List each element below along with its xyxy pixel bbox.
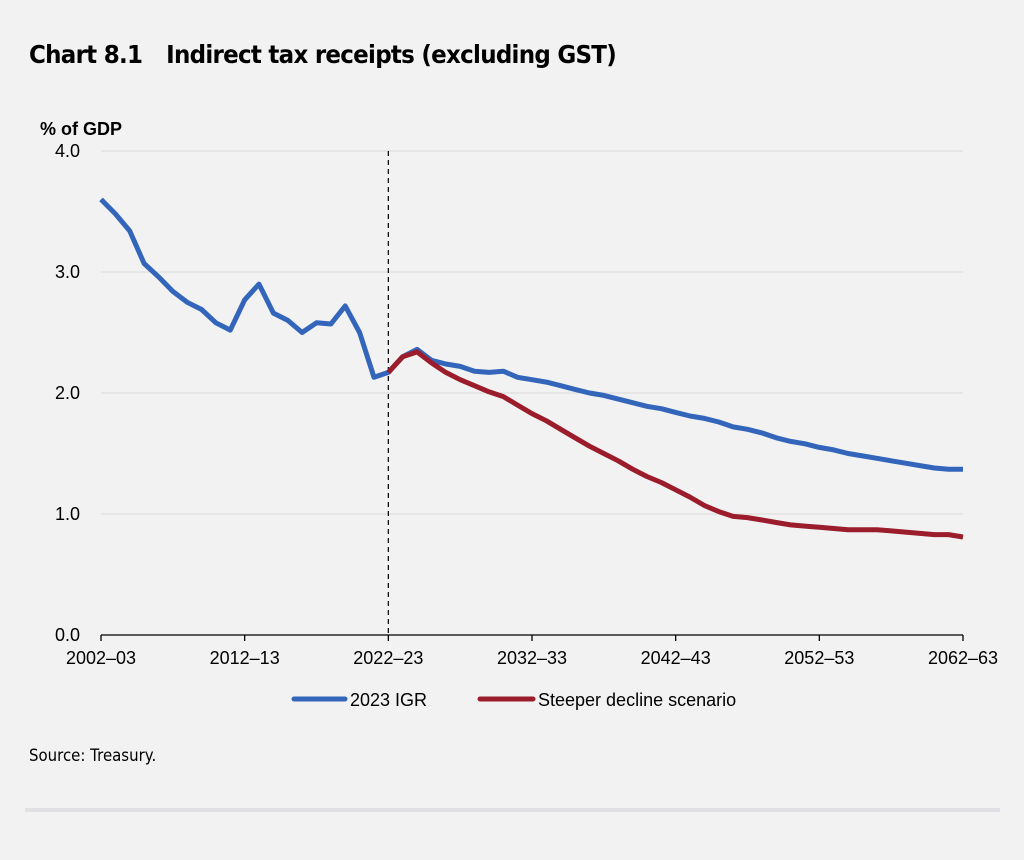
y-tick-label: 0.0	[55, 625, 80, 645]
x-tick-label: 2002–03	[66, 648, 136, 668]
x-tick-label: 2012–13	[210, 648, 280, 668]
x-tick-label: 2022–23	[353, 648, 423, 668]
x-tick-label: 2042–43	[641, 648, 711, 668]
x-tick-label: 2052–53	[784, 648, 854, 668]
y-tick-label: 4.0	[55, 141, 80, 161]
x-tick-label: 2062–63	[928, 648, 998, 668]
chart-title: Chart 8.1 Indirect tax receipts (excludin…	[29, 40, 617, 69]
gridlines	[101, 150, 963, 515]
y-tick-label: 3.0	[55, 262, 80, 282]
y-axis-label: % of GDP	[40, 119, 122, 139]
legend: 2023 IGR Steeper decline scenario	[291, 690, 736, 710]
y-axis-ticks: 0.0 1.0 2.0 3.0 4.0	[55, 141, 80, 645]
y-tick-label: 1.0	[55, 504, 80, 524]
series-line-steeper-decline	[386, 349, 964, 540]
chart-title-text: Indirect tax receipts (excluding GST)	[166, 40, 617, 69]
divider	[25, 808, 1000, 812]
y-tick-label: 2.0	[55, 383, 80, 403]
series-line-2023-igr	[99, 197, 963, 472]
series-group	[99, 197, 964, 540]
source-note: Source: Treasury.	[29, 746, 157, 766]
x-axis: 2002–03 2012–13 2022–23 2032–33 2042–43 2052–…	[66, 634, 998, 668]
x-tick-label: 2032–33	[497, 648, 567, 668]
legend-label-steeper: Steeper decline scenario	[538, 690, 736, 710]
legend-label-igr: 2023 IGR	[350, 690, 427, 710]
chart-number: Chart 8.1	[29, 40, 143, 69]
